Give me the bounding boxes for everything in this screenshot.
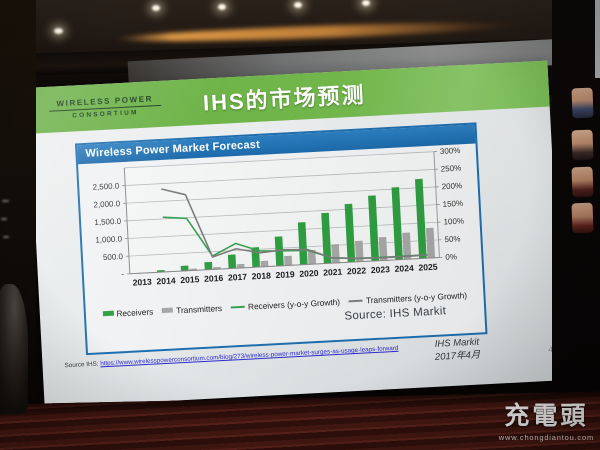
left-axis-label: 500.0 bbox=[103, 252, 124, 262]
year-label: 2015 bbox=[180, 274, 200, 285]
year-label: 2013 bbox=[132, 277, 152, 288]
legend-item: Receivers (y-o-y Growth) bbox=[230, 296, 341, 312]
bar-receivers bbox=[227, 254, 237, 269]
legend-label: Receivers (y-o-y Growth) bbox=[247, 296, 341, 312]
ceiling-light bbox=[362, 0, 370, 6]
left-axis-label: 2,000.0 bbox=[93, 199, 121, 209]
bar-transmitters bbox=[402, 232, 412, 260]
right-axis-label: 250% bbox=[441, 164, 462, 174]
bar-receivers bbox=[391, 187, 403, 260]
gridline bbox=[125, 168, 435, 186]
legend-item: Receivers bbox=[102, 306, 153, 319]
right-axis-label: 0% bbox=[445, 252, 457, 262]
line-transmitters-growth bbox=[161, 188, 428, 260]
year-label: 2014 bbox=[156, 275, 176, 286]
wall-highlight bbox=[595, 0, 600, 78]
right-wall bbox=[552, 0, 600, 450]
watermark: 充電頭 www.chongdiantou.com bbox=[499, 396, 594, 442]
year-label: 2023 bbox=[371, 264, 391, 275]
wall-text-blur bbox=[2, 200, 9, 202]
legend-item: Transmitters (y-o-y Growth) bbox=[348, 289, 468, 306]
wpc-logo: WIRELESS POWER CONSORTIUM bbox=[48, 93, 162, 120]
right-axis-label: 100% bbox=[443, 216, 464, 226]
footnote-prefix: Source IHS: bbox=[64, 360, 99, 370]
chart-panel: Wireless Power Market Forecast 2,500.0 2,… bbox=[74, 122, 488, 356]
speaker-photo bbox=[571, 129, 594, 161]
legend-label: Receivers bbox=[116, 306, 154, 319]
legend-label: Transmitters bbox=[175, 302, 223, 315]
gridline bbox=[128, 239, 439, 257]
left-axis-label: 1,500.0 bbox=[94, 217, 122, 227]
ceiling-light bbox=[294, 2, 302, 8]
bar-transmitters bbox=[331, 244, 340, 264]
legend-swatch bbox=[102, 310, 114, 317]
bar-receivers bbox=[204, 261, 213, 270]
year-label: 2016 bbox=[204, 273, 224, 284]
presentation-slide: WIRELESS POWER CONSORTIUM IHS的市场预测 Wirel… bbox=[27, 60, 565, 408]
year-label: 2017 bbox=[228, 272, 248, 283]
x-axis bbox=[129, 257, 440, 275]
right-axis-label: 300% bbox=[440, 146, 461, 156]
right-axis bbox=[433, 151, 440, 258]
year-label: 2018 bbox=[251, 270, 271, 281]
bar-receivers bbox=[297, 222, 308, 265]
year-label: 2021 bbox=[323, 267, 343, 278]
ceiling-light bbox=[54, 28, 63, 34]
speaker-photo bbox=[571, 87, 594, 119]
legend-item: Transmitters bbox=[162, 302, 222, 315]
forecast-chart: 2,500.0 2,000.0 1,500.0 1,000.0 500.0 - 300% 25… bbox=[92, 146, 464, 288]
gridline bbox=[126, 186, 436, 204]
bar-transmitters bbox=[425, 227, 436, 259]
legend-swatch bbox=[162, 307, 174, 314]
watermark-url: www.chongdiantou.com bbox=[498, 433, 594, 442]
credit: IHS Markit 2017年4月 bbox=[402, 335, 513, 366]
year-label: 2022 bbox=[347, 265, 367, 276]
left-axis-label: 1,000.0 bbox=[95, 234, 123, 244]
wall-text-blur bbox=[1, 218, 7, 220]
gridline bbox=[127, 221, 438, 239]
bar-transmitters bbox=[307, 249, 317, 265]
left-axis bbox=[123, 167, 131, 274]
year-label: 2020 bbox=[299, 268, 319, 279]
right-axis-label: 50% bbox=[444, 234, 460, 244]
left-axis-label: 2,500.0 bbox=[92, 181, 120, 191]
watermark-logo: 充電頭 bbox=[504, 402, 589, 430]
year-label: 2025 bbox=[418, 262, 438, 273]
legend-label: Transmitters (y-o-y Growth) bbox=[365, 289, 468, 305]
ceiling-light bbox=[218, 4, 226, 10]
right-axis-label: 150% bbox=[442, 199, 463, 209]
bar-receivers bbox=[368, 195, 380, 262]
legend-line-swatch bbox=[348, 299, 363, 302]
audience-silhouette bbox=[0, 284, 28, 414]
left-axis-label: - bbox=[121, 270, 124, 279]
year-label: 2019 bbox=[275, 269, 295, 280]
bar-transmitters bbox=[260, 260, 269, 267]
bar-transmitters bbox=[236, 263, 245, 269]
speaker-photo bbox=[571, 166, 594, 198]
speaker-photo bbox=[571, 202, 594, 234]
bar-transmitters bbox=[378, 236, 388, 261]
legend-line-swatch bbox=[230, 305, 245, 309]
bar-transmitters bbox=[354, 240, 364, 262]
bar-receivers bbox=[344, 203, 356, 263]
slide-title: IHS的市场预测 bbox=[202, 82, 367, 116]
right-axis-label: 200% bbox=[441, 181, 462, 191]
wall-text-blur bbox=[3, 236, 9, 238]
year-label: 2024 bbox=[394, 263, 414, 274]
bar-receivers bbox=[414, 178, 427, 259]
gridline bbox=[124, 151, 434, 169]
ceiling-light bbox=[152, 5, 160, 11]
bar-receivers bbox=[321, 212, 332, 264]
bar-transmitters bbox=[284, 255, 293, 266]
bar-receivers bbox=[180, 265, 189, 272]
